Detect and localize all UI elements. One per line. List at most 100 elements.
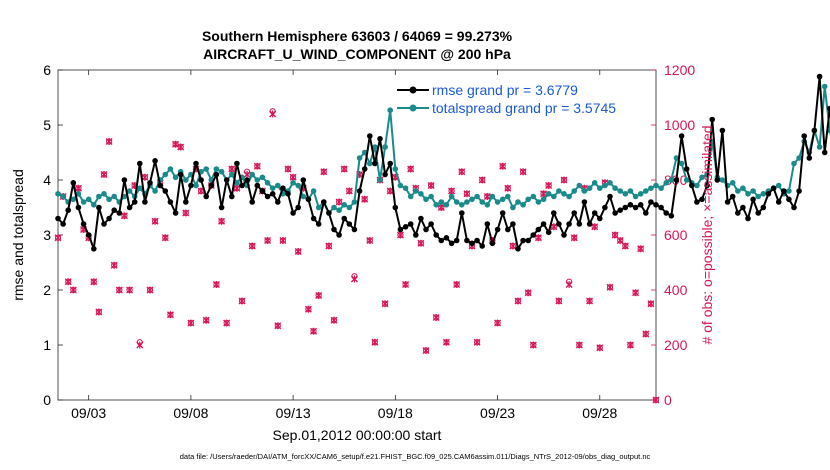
totalspread-point: [648, 185, 654, 191]
rmse-point: [770, 185, 777, 191]
obs-assimilated-marker: [350, 275, 358, 283]
totalspread-point: [755, 193, 761, 200]
totalspread-point: [290, 180, 296, 186]
obs-assimilated-marker: [478, 176, 486, 184]
obs-assimilated-marker: [422, 347, 430, 354]
rmse-point: [121, 177, 128, 183]
y-right-axis-ticks: 020040060080010001200: [651, 62, 695, 408]
rmse-point: [510, 221, 516, 227]
rmse-point: [111, 207, 117, 213]
obs-assimilated-marker: [596, 344, 604, 352]
totalspread-point: [438, 199, 445, 205]
rmse-point: [622, 204, 629, 211]
obs-assimilated-marker: [396, 231, 404, 239]
totalspread-point: [586, 185, 593, 191]
rmse-point: [91, 246, 97, 252]
totalspread-point: [816, 144, 823, 150]
rmse-point: [474, 237, 480, 244]
series-lines: [55, 73, 830, 252]
rmse-point: [223, 177, 230, 183]
legend-box: [393, 81, 651, 119]
totalspread-point: [382, 144, 388, 150]
rmse-point: [249, 199, 255, 205]
obs-assimilated-marker: [407, 165, 415, 173]
obs-assimilated-marker: [115, 286, 123, 294]
totalspread-point: [494, 199, 501, 205]
totalspread-point: [111, 193, 117, 200]
rmse-point: [234, 160, 240, 167]
rmse-point: [361, 166, 368, 172]
totalspread-point: [505, 193, 511, 200]
totalspread-point: [372, 144, 378, 150]
obs-assimilated-marker: [345, 187, 353, 195]
totalspread-point: [137, 185, 143, 191]
obs-assimilated-marker: [274, 322, 282, 330]
obs-assimilated-marker: [442, 338, 450, 346]
totalspread-point: [581, 188, 588, 194]
rmse-point: [407, 221, 414, 227]
totalspread-point: [551, 193, 557, 200]
rmse-point: [137, 160, 143, 167]
totalspread-point: [75, 191, 82, 197]
totalspread-point: [203, 166, 209, 172]
obs-assimilated-marker: [253, 162, 261, 170]
obs-assimilated-marker: [289, 173, 297, 181]
rmse-point: [801, 133, 807, 139]
rmse-point: [760, 204, 767, 211]
rmse-point: [806, 155, 813, 161]
rmse-point: [643, 210, 649, 216]
obs-assimilated-marker: [432, 314, 440, 321]
x-tick-label: 09/28: [582, 405, 617, 421]
totalspread-point: [821, 83, 828, 90]
rmse-point: [658, 204, 664, 211]
legend: rmse grand pr = 3.6779 totalspread grand…: [393, 81, 651, 119]
totalspread-point: [571, 188, 577, 194]
totalspread-point: [264, 180, 271, 186]
obs-assimilated-marker: [499, 162, 507, 170]
totalspread-point: [234, 180, 240, 186]
rmse-point: [300, 177, 307, 183]
obs-assimilated-marker: [243, 171, 251, 178]
totalspread-point: [591, 180, 598, 186]
totalspread-point: [678, 160, 685, 167]
y-right-tick-label: 600: [664, 227, 688, 243]
obs-assimilated-marker: [632, 289, 640, 297]
obs-assimilated-marker: [182, 209, 190, 217]
totalspread-point: [418, 191, 424, 197]
rmse-point: [239, 182, 245, 189]
rmse-point: [126, 204, 133, 211]
rmse-point: [106, 215, 112, 222]
rmse-point: [663, 210, 669, 216]
totalspread-point: [459, 202, 465, 208]
obs-assimilated-marker: [64, 278, 72, 286]
rmse-point: [70, 180, 77, 186]
obs-assimilated-marker: [325, 242, 333, 250]
totalspread-point: [85, 196, 92, 203]
y-left-tick-label: 5: [43, 117, 51, 133]
legend-spread-marker: [409, 104, 417, 112]
totalspread-point: [699, 174, 705, 181]
totalspread-point: [597, 185, 603, 191]
rmse-point: [377, 136, 383, 142]
rmse-point: [719, 127, 726, 134]
rmse-point: [280, 185, 286, 191]
rmse-point: [367, 133, 373, 139]
rmse-point: [402, 224, 409, 230]
obs-assimilated-marker: [294, 248, 302, 255]
totalspread-point: [428, 193, 434, 200]
totalspread-point: [356, 155, 363, 161]
obs-assimilated-marker: [555, 297, 563, 305]
obs-assimilated-marker: [458, 168, 466, 176]
totalspread-point: [791, 160, 797, 167]
obs-assimilated-marker: [228, 165, 236, 173]
obs-assimilated-marker: [509, 242, 517, 250]
rmse-point: [765, 191, 772, 197]
rmse-point: [796, 188, 802, 194]
totalspread-point: [310, 188, 317, 194]
rmse-point: [678, 133, 685, 139]
rmse-point: [602, 204, 608, 211]
obs-assimilated-marker: [565, 281, 573, 288]
obs-assimilated-marker: [621, 242, 629, 250]
obs-assimilated-marker: [626, 341, 634, 349]
y-right-tick-label: 200: [664, 337, 688, 353]
